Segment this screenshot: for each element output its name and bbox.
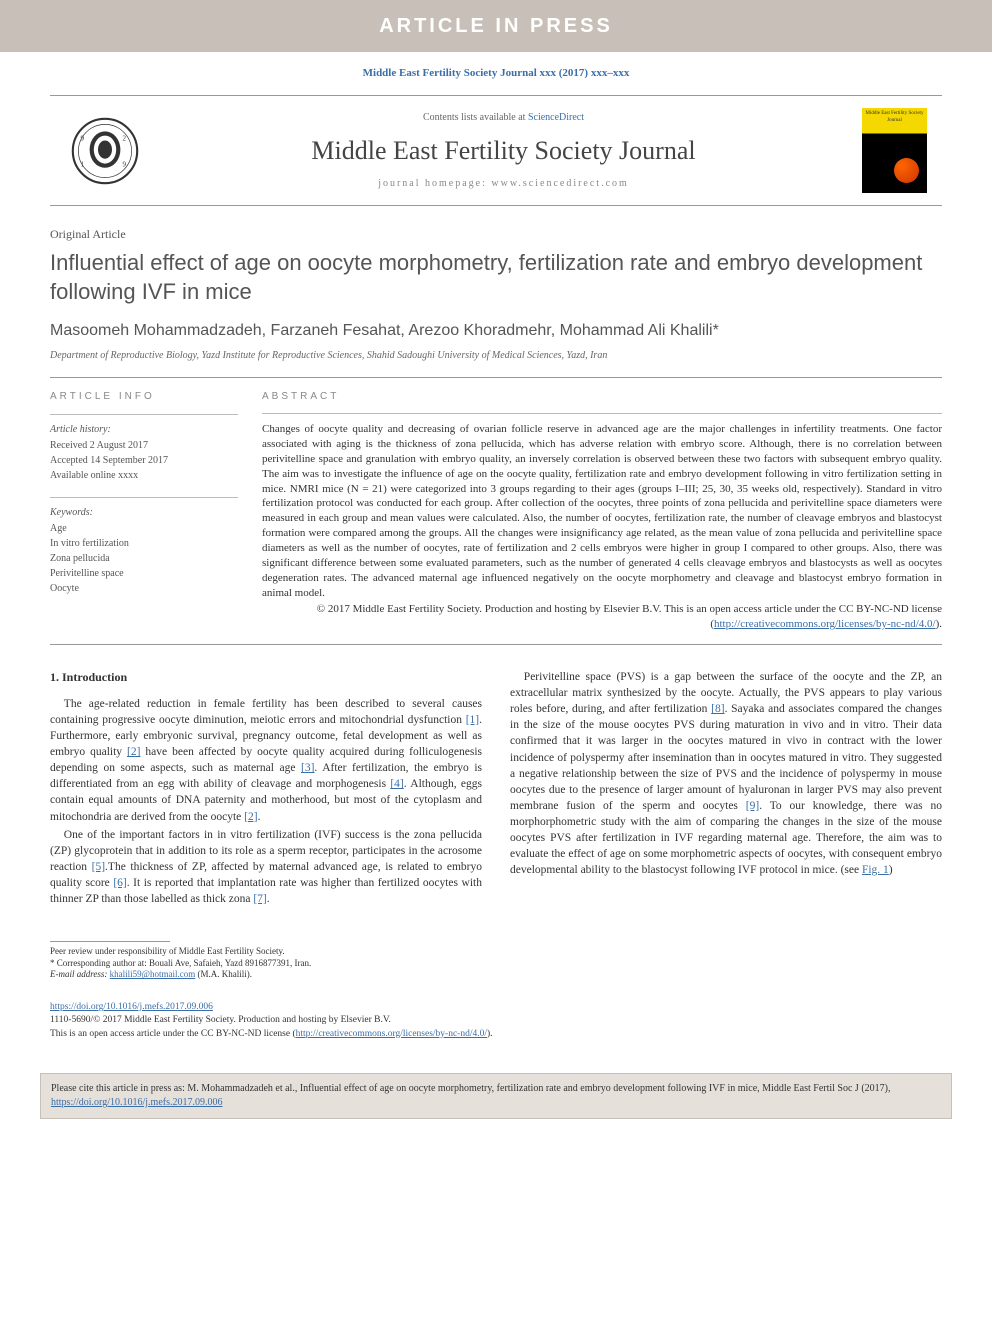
article-info-column: ARTICLE INFO Article history: Received 2…	[50, 378, 250, 644]
intro-paragraph: Perivitelline space (PVS) is a gap betwe…	[510, 669, 942, 878]
ref-link[interactable]: [3]	[301, 762, 314, 774]
ref-link[interactable]: [6]	[113, 877, 126, 889]
contents-prefix: Contents lists available at	[423, 112, 528, 123]
oa-end: ).	[487, 1029, 493, 1039]
ref-link[interactable]: [9]	[746, 800, 759, 812]
text: .	[258, 811, 261, 823]
ref-link[interactable]: [2]	[127, 746, 140, 758]
peer-review-note: Peer review under responsibility of Midd…	[50, 946, 451, 958]
svg-text:9: 9	[123, 160, 127, 168]
journal-homepage: journal homepage: www.sciencedirect.com	[160, 177, 847, 191]
authors-line: Masoomeh Mohammadzadeh, Farzaneh Fesahat…	[50, 320, 942, 342]
contents-lists-line: Contents lists available at ScienceDirec…	[160, 111, 847, 125]
text: )	[889, 864, 893, 876]
keyword: Zona pellucida	[50, 552, 238, 566]
cover-label: Middle East Fertility Society Journal	[864, 110, 925, 124]
abstract-body: Changes of oocyte quality and decreasing…	[262, 423, 942, 598]
text: The age-related reduction in female fert…	[50, 698, 482, 726]
abstract-copyright-end: ).	[936, 618, 942, 630]
corresponding-author: * Corresponding author at: Bouali Ave, S…	[50, 958, 451, 970]
footnotes-block: Peer review under responsibility of Midd…	[50, 935, 451, 981]
ref-link[interactable]: [7]	[253, 893, 266, 905]
society-logo-icon: 1 9 9 2	[65, 111, 145, 191]
available-date: Available online xxxx	[50, 469, 238, 483]
svg-text:1: 1	[81, 160, 85, 168]
received-date: Received 2 August 2017	[50, 439, 238, 453]
text: .	[267, 893, 270, 905]
intro-paragraph: One of the important factors in in vitro…	[50, 827, 482, 907]
article-info-heading: ARTICLE INFO	[50, 390, 238, 404]
article-title: Influential effect of age on oocyte morp…	[50, 249, 942, 306]
issn-copyright-line: 1110-5690/© 2017 Middle East Fertility S…	[50, 1014, 942, 1027]
text: .The thickness of ZP, affected by matern…	[105, 861, 397, 873]
accepted-date: Accepted 14 September 2017	[50, 454, 238, 468]
ref-link[interactable]: [5]	[92, 861, 105, 873]
keywords-label: Keywords:	[50, 506, 238, 520]
journal-cover-thumbnail: Middle East Fertility Society Journal	[862, 108, 927, 193]
email-link[interactable]: khalili59@hotmail.com	[110, 969, 196, 979]
svg-text:2: 2	[123, 134, 127, 142]
article-type: Original Article	[50, 226, 942, 243]
figure-link[interactable]: Fig. 1	[862, 864, 889, 876]
journal-reference-line: Middle East Fertility Society Journal xx…	[0, 52, 992, 95]
cc-license-link[interactable]: http://creativecommons.org/licenses/by-n…	[714, 618, 936, 630]
abstract-heading: ABSTRACT	[262, 390, 942, 404]
keyword: Perivitelline space	[50, 567, 238, 581]
svg-text:9: 9	[81, 134, 85, 142]
article-in-press-banner: ARTICLE IN PRESS	[0, 0, 992, 52]
journal-name: Middle East Fertility Society Journal	[160, 133, 847, 169]
citation-box: Please cite this article in press as: M.…	[40, 1073, 952, 1119]
open-access-line: This is an open access article under the…	[50, 1029, 296, 1039]
email-label: E-mail address:	[50, 969, 110, 979]
citation-text: Please cite this article in press as: M.…	[51, 1083, 890, 1094]
email-suffix: (M.A. Khalili).	[195, 969, 252, 979]
ref-link[interactable]: [2]	[244, 811, 257, 823]
keyword: Age	[50, 522, 238, 536]
ref-link[interactable]: [4]	[390, 778, 403, 790]
section-heading-introduction: 1. Introduction	[50, 669, 482, 686]
cc-license-link[interactable]: http://creativecommons.org/licenses/by-n…	[296, 1029, 487, 1039]
doi-block: https://doi.org/10.1016/j.mefs.2017.09.0…	[50, 1001, 942, 1041]
ref-link[interactable]: [1]	[466, 714, 479, 726]
sciencedirect-link[interactable]: ScienceDirect	[528, 112, 584, 123]
ref-link[interactable]: [8]	[711, 703, 724, 715]
intro-paragraph: The age-related reduction in female fert…	[50, 696, 482, 825]
text: . Sayaka and associates compared the cha…	[510, 703, 942, 812]
body-two-column: 1. Introduction The age-related reductio…	[50, 669, 942, 907]
citation-doi-link[interactable]: https://doi.org/10.1016/j.mefs.2017.09.0…	[51, 1097, 222, 1108]
history-label: Article history:	[50, 423, 238, 437]
abstract-column: ABSTRACT Changes of oocyte quality and d…	[250, 378, 942, 644]
affiliation: Department of Reproductive Biology, Yazd…	[50, 349, 942, 363]
keyword: In vitro fertilization	[50, 537, 238, 551]
journal-header: 1 9 9 2 Contents lists available at Scie…	[50, 95, 942, 206]
doi-link[interactable]: https://doi.org/10.1016/j.mefs.2017.09.0…	[50, 1002, 213, 1012]
keyword: Oocyte	[50, 582, 238, 596]
